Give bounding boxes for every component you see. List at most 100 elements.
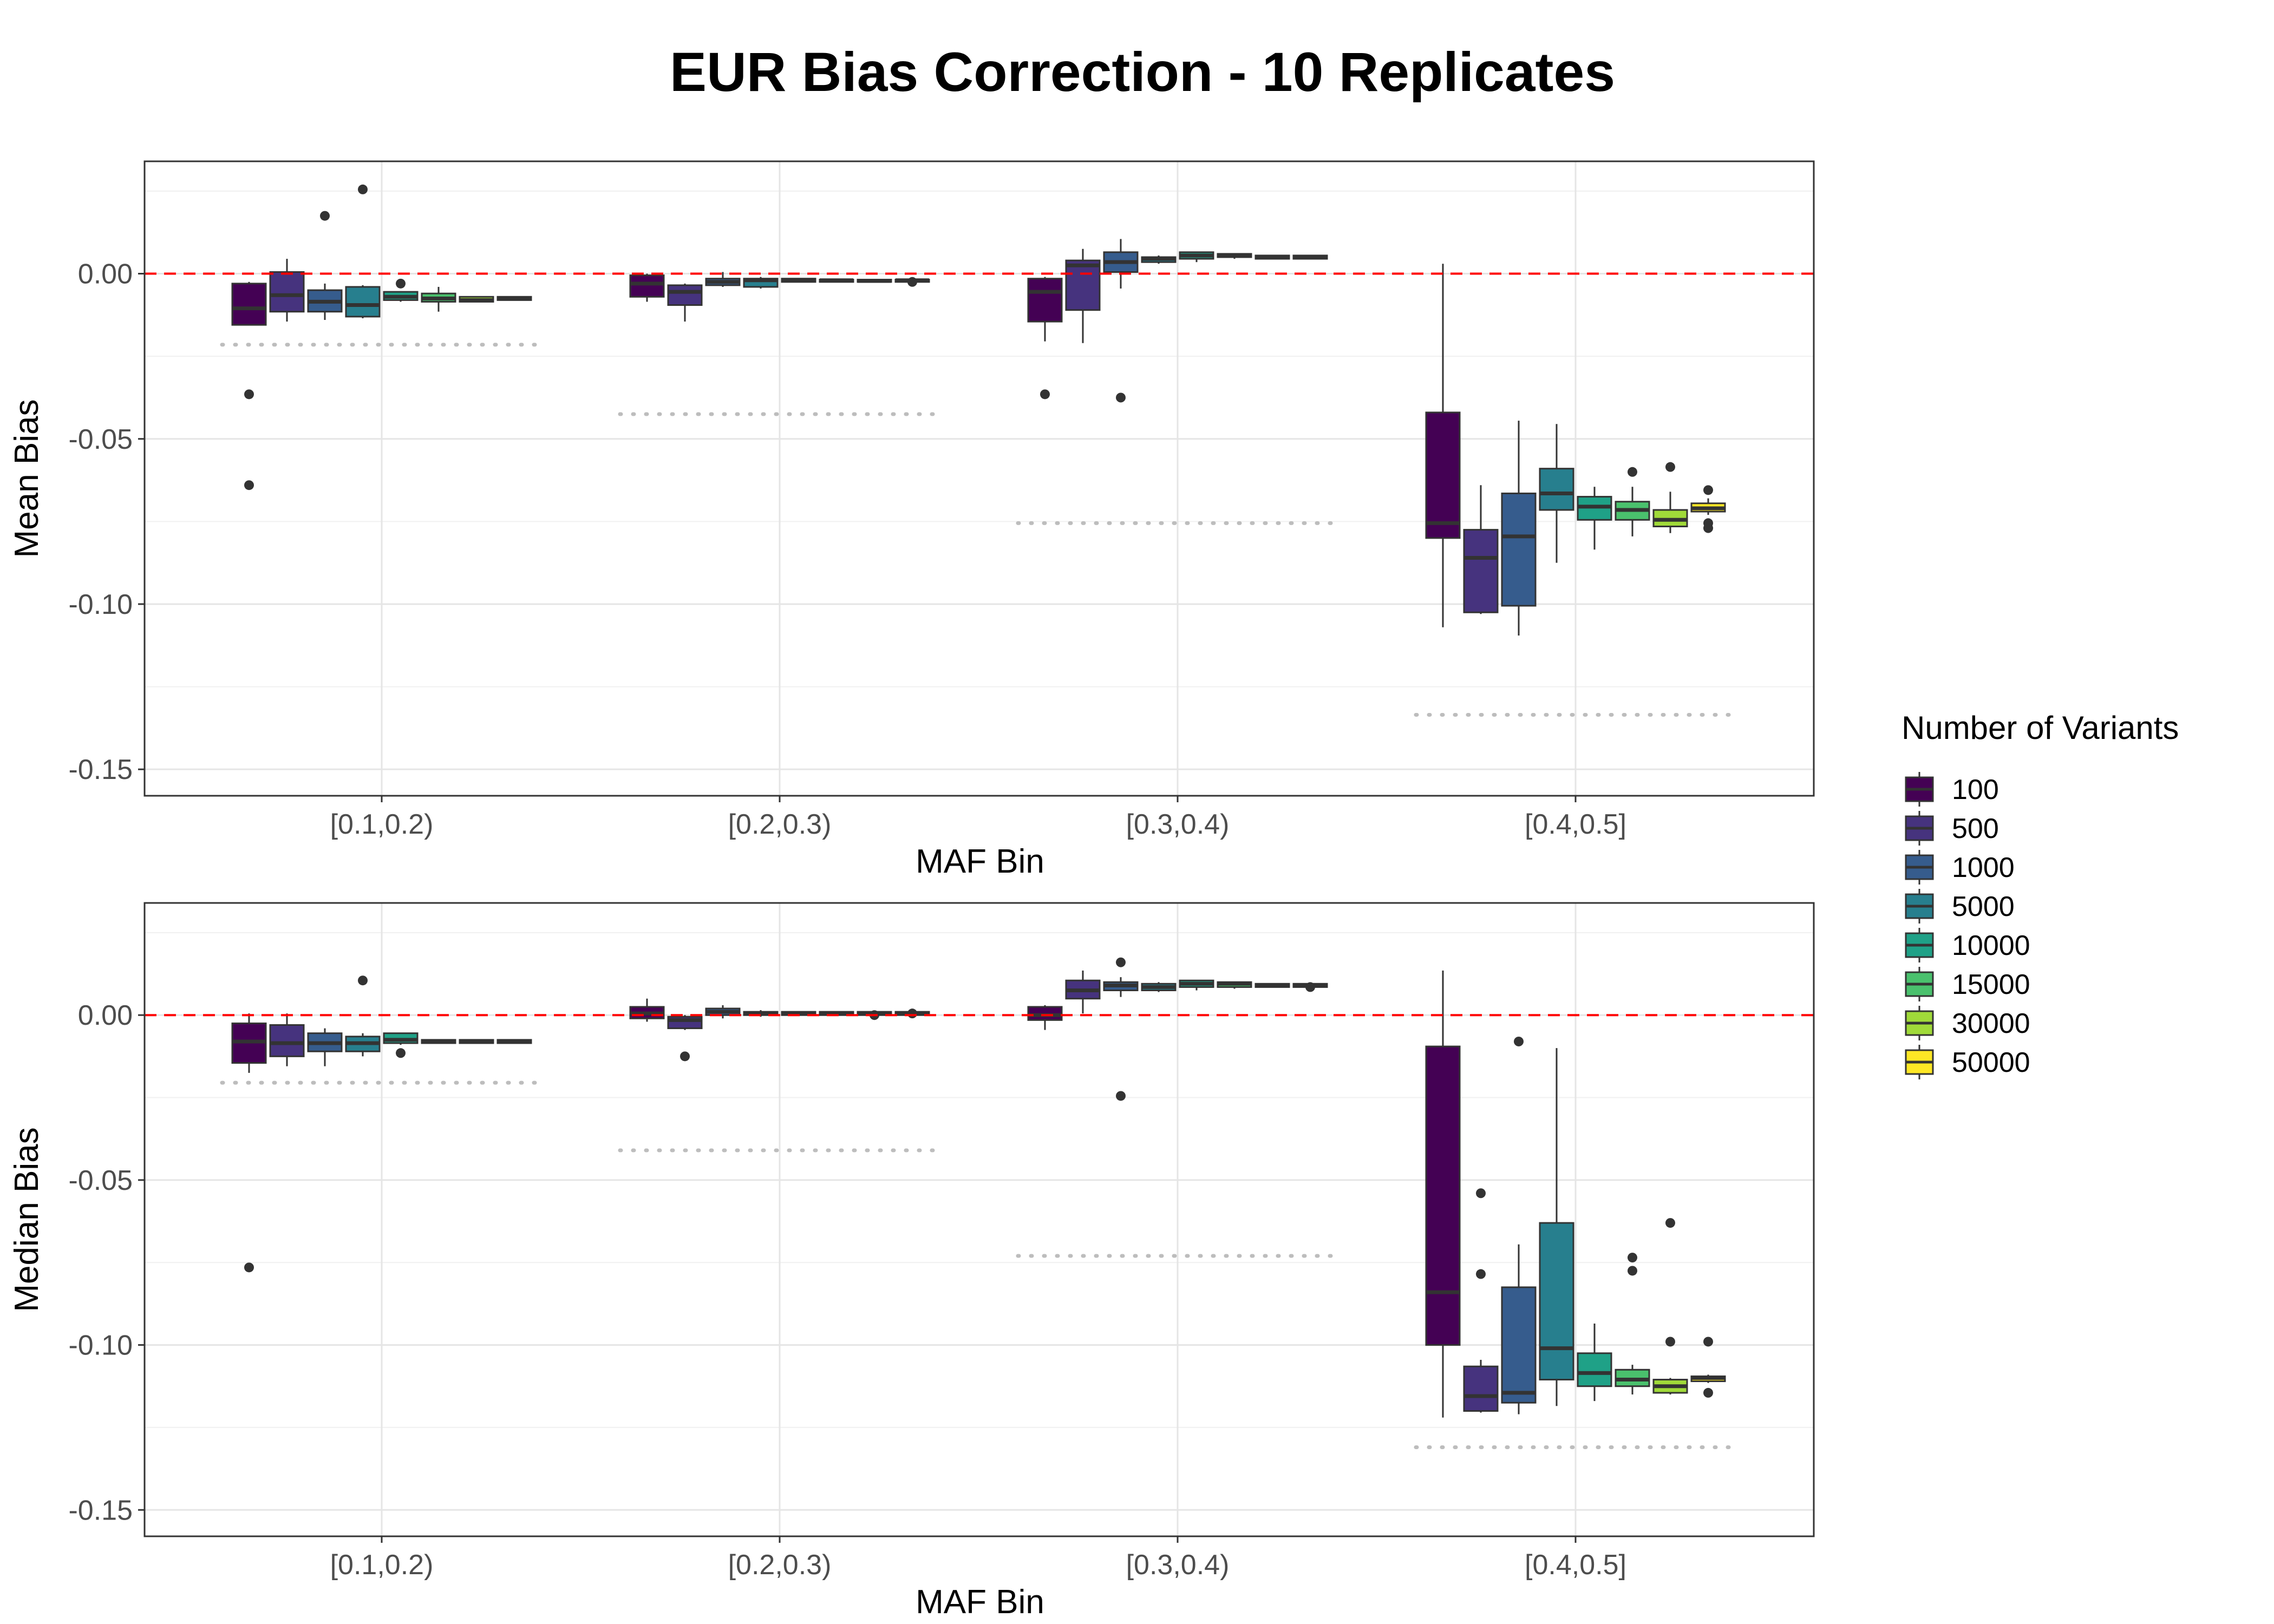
box [1027, 278, 1063, 323]
outlier-point [1476, 1269, 1486, 1279]
box-500-4 [1463, 485, 1499, 614]
box-15000-3 [1217, 253, 1252, 259]
outlier-point [1703, 1387, 1713, 1398]
legend-item-30000: 30000 [1905, 1006, 2030, 1040]
outlier-point [1665, 1218, 1675, 1228]
x-tick-label: [0.3,0.4) [1126, 809, 1230, 840]
box [269, 1024, 305, 1057]
x-tick-label: [0.4,0.5] [1525, 1549, 1626, 1581]
box-100-1 [231, 281, 267, 490]
x-tick-label: [0.3,0.4) [1126, 1549, 1230, 1581]
legend-item-15000: 15000 [1905, 967, 2030, 1001]
legend-item-10000: 10000 [1905, 928, 2030, 962]
outlier-point [320, 211, 330, 221]
box-15000-1 [421, 1039, 456, 1044]
outlier-point [1628, 1253, 1637, 1263]
y-tick-label: -0.10 [68, 589, 133, 620]
box-5000-1 [345, 184, 381, 318]
box-50000-3 [1292, 982, 1328, 992]
box-30000-1 [459, 296, 494, 303]
y-tick-label: -0.15 [68, 754, 133, 785]
box [1501, 1286, 1537, 1404]
y-axis-title: Mean Bias [8, 400, 45, 558]
box-10000-1 [383, 278, 419, 302]
box [1463, 1365, 1499, 1412]
x-tick-label: [0.1,0.2) [330, 809, 434, 840]
legend-label: 50000 [1952, 1047, 2030, 1078]
panel-border [143, 902, 1815, 1537]
box-10000-1 [383, 1032, 419, 1058]
outlier-point [1116, 1091, 1126, 1101]
box-5000-1 [345, 975, 381, 1057]
x-tick-label: [0.1,0.2) [330, 1549, 434, 1581]
box [231, 283, 267, 326]
x-tick-label: [0.2,0.3) [728, 809, 832, 840]
box-1000-1 [307, 211, 343, 320]
box-500-2 [667, 1015, 703, 1062]
box-10000-4 [1577, 487, 1612, 550]
box-15000-4 [1615, 1253, 1650, 1394]
plot-area [145, 903, 1814, 1536]
box-50000-1 [496, 296, 532, 301]
outlier-point [396, 278, 406, 289]
outlier-point [1305, 982, 1315, 992]
x-axis-title: MAF Bin [916, 843, 1044, 880]
box-1000-2 [705, 1005, 741, 1019]
box-1000-4 [1501, 421, 1537, 636]
outlier-point [1040, 389, 1050, 400]
legend-label: 1000 [1952, 852, 2015, 883]
box-10000-3 [1179, 251, 1214, 263]
box-100-3 [1027, 277, 1063, 400]
outlier-point [1665, 462, 1675, 472]
x-axis-title: MAF Bin [916, 1583, 1044, 1621]
box-30000-3 [1254, 983, 1290, 988]
legend-label: 100 [1952, 774, 1999, 806]
outlier-point [1703, 523, 1713, 533]
outlier-point [1703, 485, 1713, 495]
y-tick-label: -0.05 [68, 1165, 133, 1196]
legend-item-5000: 5000 [1905, 889, 2015, 924]
box [1539, 468, 1574, 511]
outlier-point [907, 277, 917, 287]
box [629, 274, 665, 298]
outlier-point [1665, 1337, 1675, 1347]
box-10000-4 [1577, 1323, 1612, 1402]
box-100-4 [1425, 264, 1461, 627]
outlier-point [907, 1009, 917, 1019]
box [1501, 492, 1537, 607]
box-500-2 [667, 283, 703, 322]
legend-item-500: 500 [1905, 811, 1999, 846]
y-tick-label: 0.00 [78, 1000, 133, 1031]
outlier-point [1116, 957, 1126, 967]
box-1000-3 [1103, 239, 1139, 403]
box [1065, 259, 1101, 311]
box-500-1 [269, 1013, 305, 1066]
box-50000-3 [1292, 254, 1328, 260]
panel-1: 0.00 -0.05 -0.10 -0.15 [0.1,0.2) [0.2,0.3) [0.… [8, 160, 1815, 880]
box-15000-4 [1615, 467, 1650, 536]
panels: 0.00 -0.05 -0.10 -0.15 [0.1,0.2) [0.2,0.3) [0.… [8, 160, 1815, 1621]
box-500-3 [1065, 970, 1101, 1014]
x-tick-label: [0.4,0.5] [1525, 809, 1626, 840]
box-100-4 [1425, 970, 1461, 1418]
box-5000-4 [1539, 424, 1574, 563]
outlier-point [244, 480, 254, 490]
outlier-point [1628, 1266, 1637, 1276]
box-50000-4 [1690, 1337, 1726, 1398]
outlier-point [358, 184, 368, 194]
legend-label: 500 [1952, 813, 1999, 844]
legend-item-50000: 50000 [1905, 1045, 2030, 1079]
legend-item-1000: 1000 [1905, 850, 2015, 885]
box-30000-1 [459, 1039, 494, 1044]
box-50000-2 [894, 277, 930, 287]
y-tick-label: -0.05 [68, 424, 133, 455]
panel-border [143, 160, 1815, 797]
legend-label: 15000 [1952, 969, 2030, 1000]
box-1000-4 [1501, 1036, 1537, 1415]
box-15000-3 [1217, 981, 1252, 989]
outlier-point [358, 975, 368, 986]
box-30000-3 [1254, 254, 1290, 260]
box-10000-2 [781, 278, 816, 283]
box-1000-2 [705, 272, 741, 287]
